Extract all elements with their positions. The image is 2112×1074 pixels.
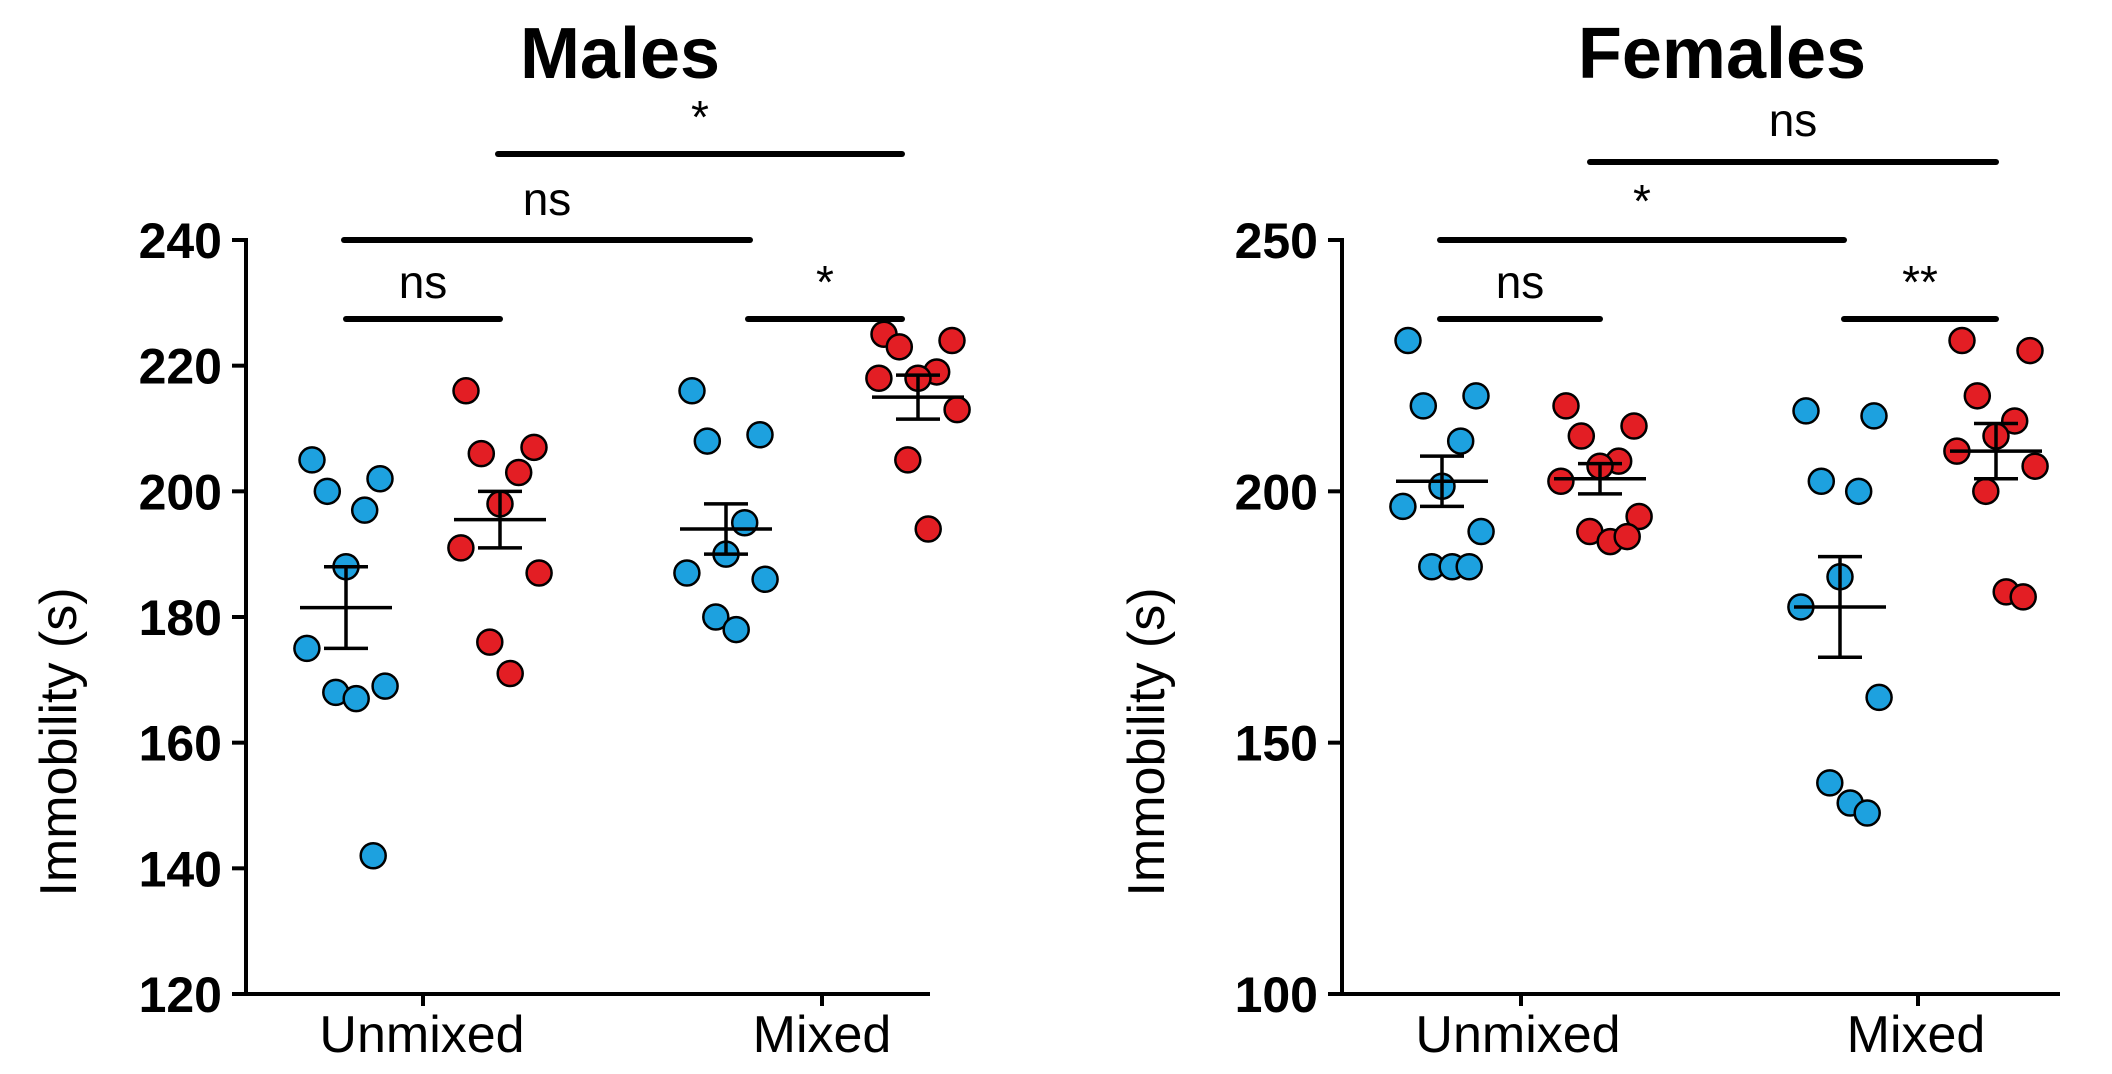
- data-point: [1552, 392, 1580, 420]
- data-point: [313, 477, 342, 506]
- data-point: [914, 515, 942, 543]
- data-point: [520, 433, 548, 462]
- significance-label: ns: [1769, 94, 1818, 146]
- data-point: [293, 634, 321, 663]
- data-point: [366, 465, 394, 493]
- data-point: [1972, 477, 2000, 506]
- x-tick-label-unmixed: Unmixed: [319, 1006, 524, 1064]
- chart-title: Males: [520, 14, 720, 94]
- significance-label: **: [1902, 256, 1938, 308]
- data-point: [1613, 522, 1641, 551]
- data-point: [1865, 683, 1893, 712]
- y-tick-label: 180: [139, 590, 222, 646]
- chart-males: Males Immobility (s) Unmixed Mixed 120 14…: [30, 14, 971, 1064]
- data-point: [298, 446, 326, 474]
- data-point: [1467, 517, 1495, 546]
- data-point: [496, 659, 524, 688]
- data-point: [943, 395, 971, 424]
- series-unmixed-red: [447, 377, 553, 688]
- chart-females: Females Immobility (s) Unmixed Mixed 100…: [1118, 14, 2060, 1064]
- data-point: [673, 559, 701, 587]
- series-unmixed-blue: [293, 446, 399, 870]
- data-point: [2009, 583, 2037, 611]
- data-point: [1446, 427, 1475, 455]
- data-point: [342, 684, 370, 713]
- significance-label: ns: [523, 173, 572, 225]
- data-point: [746, 421, 774, 449]
- data-point: [1792, 397, 1820, 425]
- data-point: [2000, 407, 2029, 435]
- data-point: [1963, 382, 1992, 410]
- data-point: [1625, 502, 1653, 531]
- data-point: [1389, 492, 1417, 521]
- significance-label: *: [1633, 175, 1651, 227]
- y-tick-label: 100: [1235, 967, 1318, 1023]
- x-tick-label-mixed: Mixed: [753, 1006, 892, 1064]
- data-point: [938, 326, 966, 355]
- data-point: [1462, 382, 1490, 410]
- x-tick-label-mixed: Mixed: [1847, 1006, 1986, 1064]
- y-tick-label: 220: [139, 339, 222, 395]
- series-mixed-red: [1943, 326, 2049, 611]
- series-mixed-red: [865, 320, 971, 543]
- data-point: [1567, 422, 1596, 450]
- data-point: [865, 364, 893, 392]
- data-point: [1409, 392, 1438, 420]
- data-point: [447, 534, 475, 562]
- data-point: [751, 565, 779, 594]
- y-tick-label: 250: [1235, 213, 1318, 269]
- series-mixed-blue: [1787, 397, 1893, 827]
- y-tick-label: 120: [139, 967, 222, 1023]
- data-point: [452, 377, 480, 405]
- data-point: [1948, 326, 1976, 355]
- data-point: [1620, 412, 1648, 440]
- significance-label: *: [816, 256, 834, 308]
- data-point: [693, 427, 722, 455]
- significance-label: ns: [399, 256, 448, 308]
- data-point: [1807, 467, 1836, 496]
- data-point: [359, 842, 387, 870]
- data-point: [1455, 552, 1483, 581]
- data-point: [371, 672, 399, 700]
- y-axis-label: Immobility (s): [30, 587, 88, 896]
- series-unmixed-red: [1547, 392, 1653, 556]
- series-unmixed-blue: [1389, 326, 1495, 581]
- data-point: [1547, 467, 1575, 496]
- data-point: [1860, 402, 1888, 430]
- data-point: [885, 333, 914, 361]
- data-point: [525, 559, 553, 587]
- significance-label: *: [691, 91, 709, 143]
- data-point: [350, 496, 379, 524]
- data-point: [678, 377, 706, 405]
- y-tick-label: 200: [139, 464, 222, 520]
- data-point: [2016, 336, 2044, 365]
- y-tick-label: 200: [1235, 464, 1318, 520]
- y-tick-label: 140: [139, 841, 222, 897]
- data-point: [1394, 326, 1422, 355]
- y-tick-label: 150: [1235, 716, 1318, 772]
- data-point: [476, 628, 504, 656]
- data-point: [894, 446, 922, 474]
- y-tick-label: 160: [139, 716, 222, 772]
- data-point: [1853, 799, 1881, 827]
- chart-title: Females: [1578, 14, 1866, 94]
- data-point: [1816, 769, 1844, 797]
- data-point: [504, 458, 533, 487]
- data-point: [1844, 477, 1873, 506]
- data-point: [730, 509, 759, 537]
- data-point: [467, 439, 496, 468]
- y-axis-label: Immobility (s): [1118, 587, 1176, 896]
- data-point: [722, 615, 750, 644]
- x-tick-label-unmixed: Unmixed: [1415, 1006, 1620, 1064]
- data-point: [2021, 452, 2049, 480]
- y-tick-label: 240: [139, 213, 222, 269]
- series-mixed-blue: [673, 377, 779, 644]
- significance-label: ns: [1496, 256, 1545, 308]
- data-point: [702, 603, 730, 631]
